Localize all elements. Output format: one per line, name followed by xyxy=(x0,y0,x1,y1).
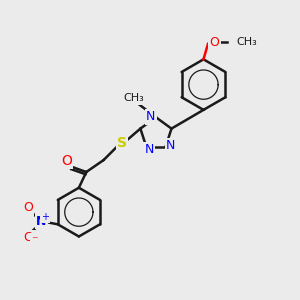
Text: +: + xyxy=(41,212,49,222)
Text: N: N xyxy=(36,215,46,228)
Text: S: S xyxy=(117,136,127,150)
Text: ⁻: ⁻ xyxy=(31,235,38,248)
Text: O: O xyxy=(61,154,72,168)
Text: CH₃: CH₃ xyxy=(237,38,257,47)
Text: N: N xyxy=(146,110,156,123)
Text: O: O xyxy=(23,231,33,244)
Text: N: N xyxy=(145,143,154,156)
Text: O: O xyxy=(23,201,33,214)
Text: CH₃: CH₃ xyxy=(124,93,145,103)
Text: O: O xyxy=(210,36,219,49)
Text: N: N xyxy=(166,139,176,152)
